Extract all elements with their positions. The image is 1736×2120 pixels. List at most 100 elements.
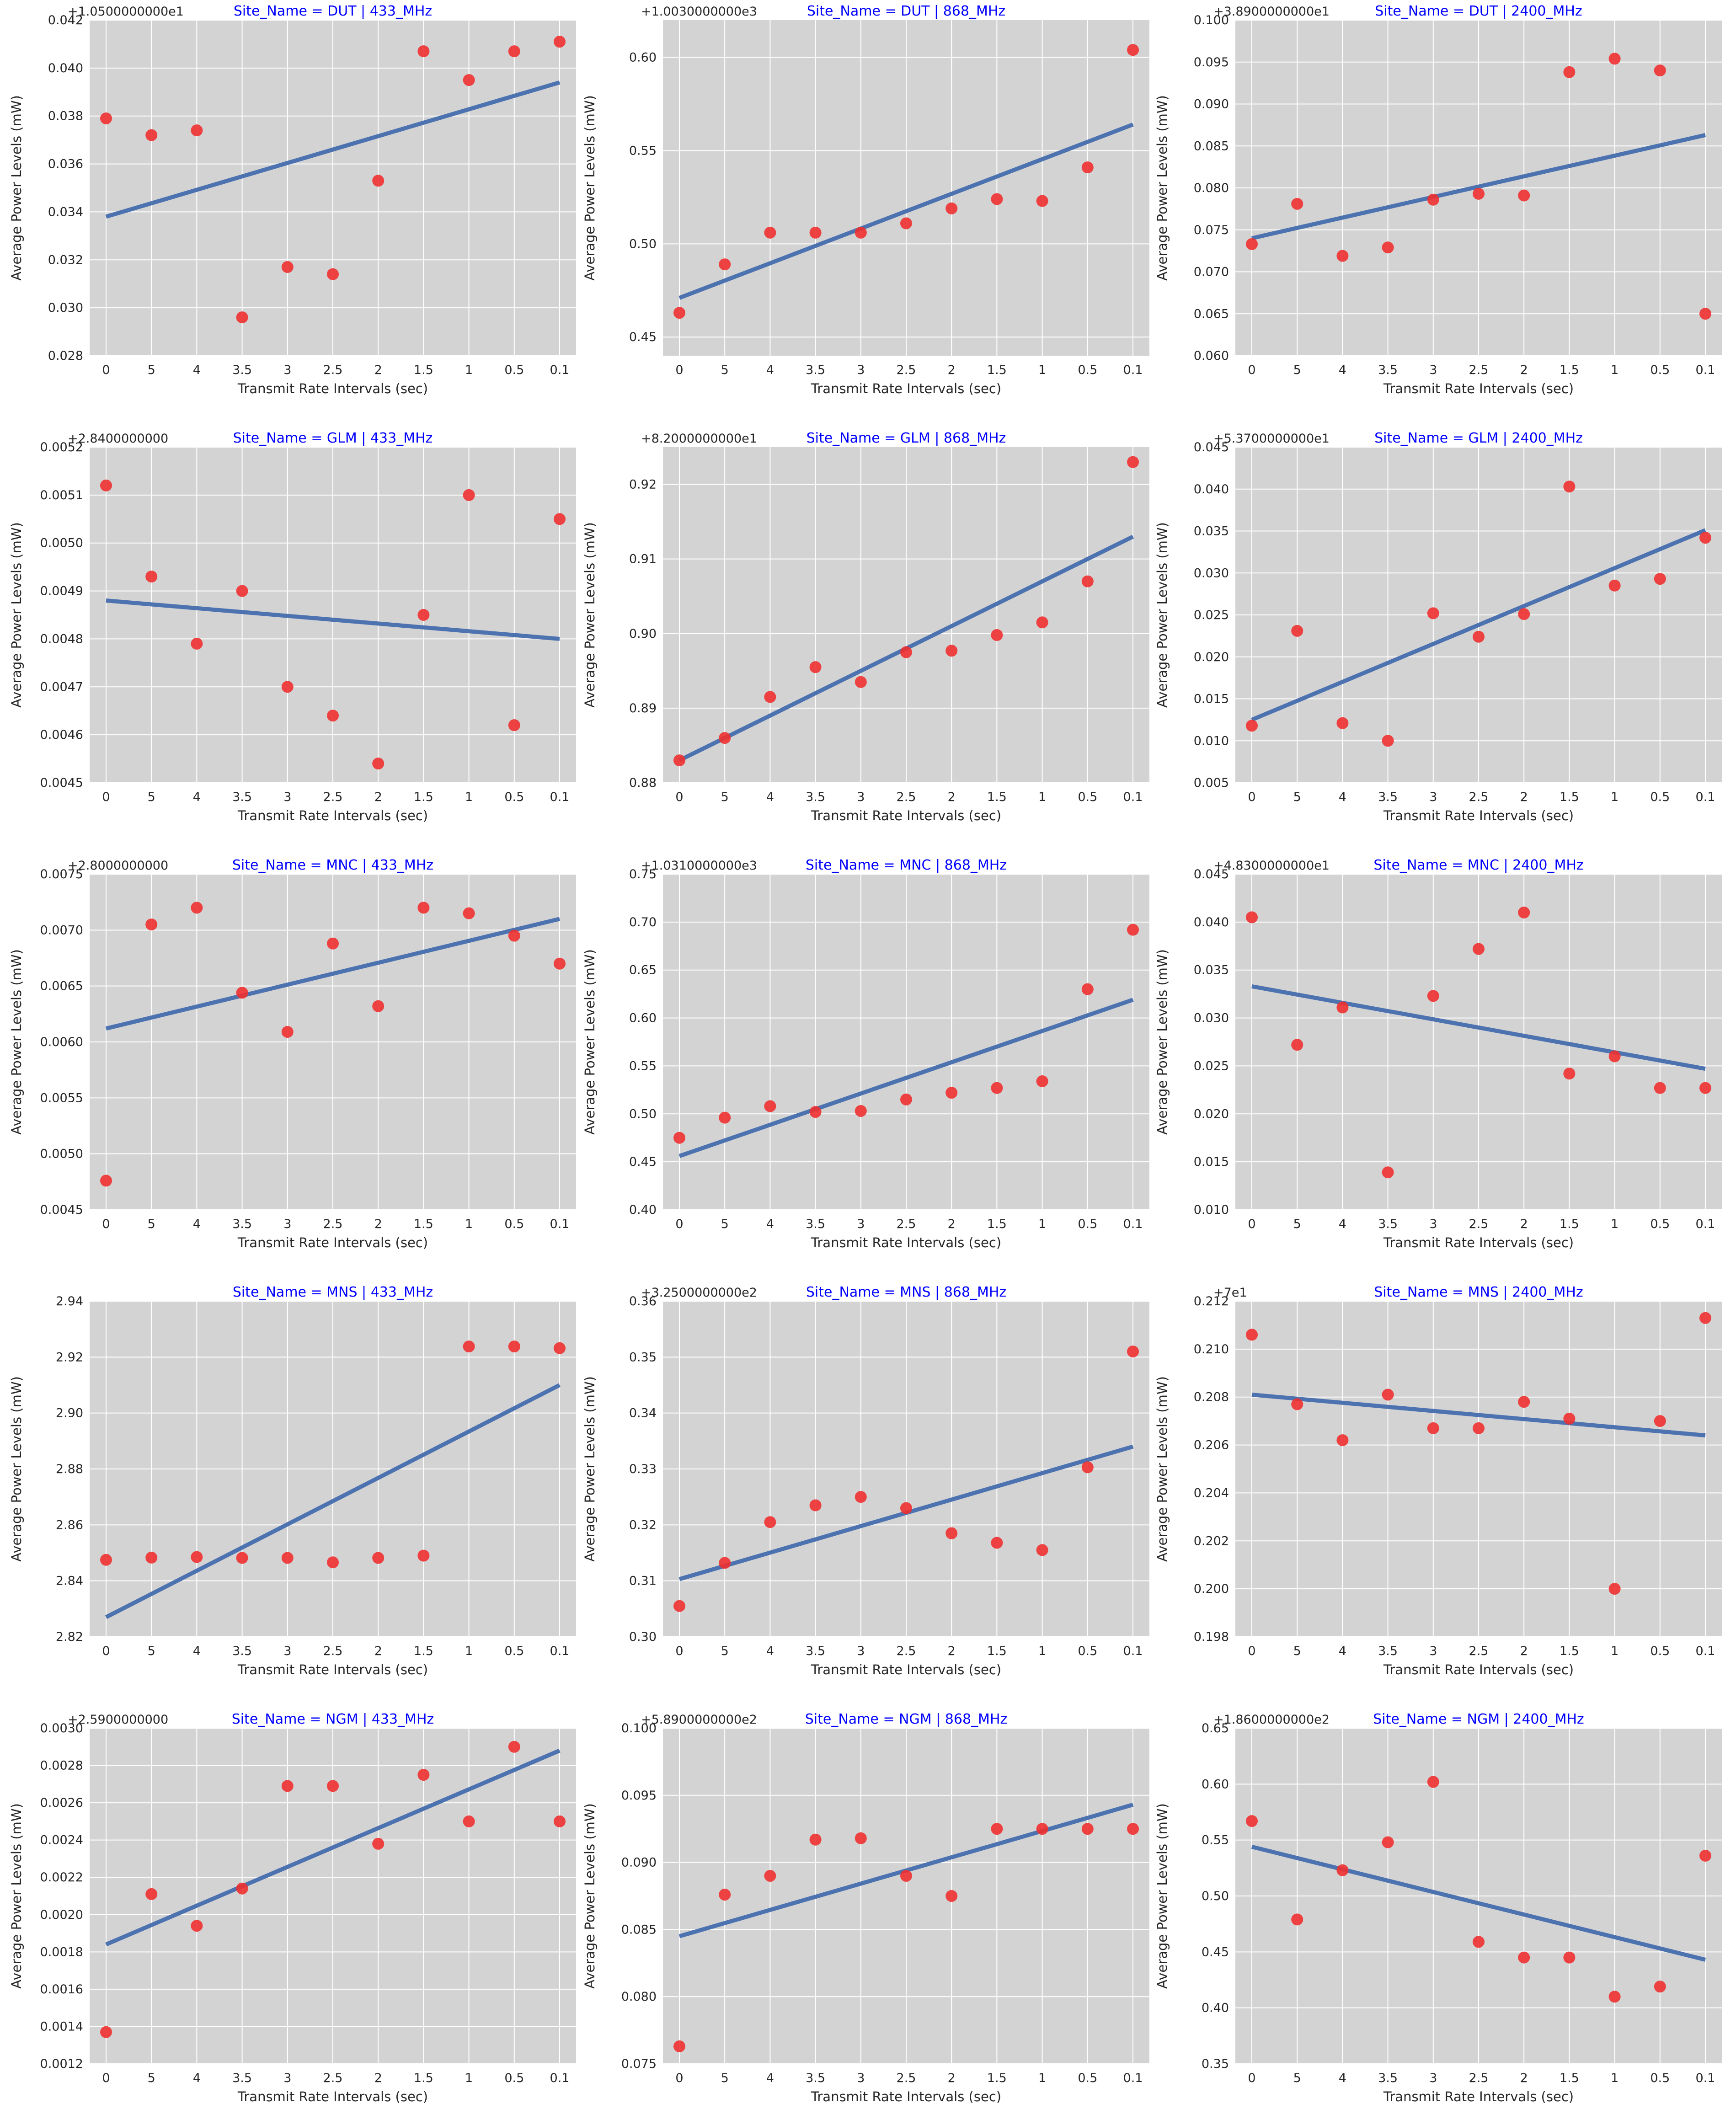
data-point: [673, 754, 685, 767]
x-tick-label: 5: [1293, 1217, 1301, 1231]
data-point: [1382, 1166, 1394, 1179]
y-tick-label: 0.0047: [40, 680, 83, 694]
data-point: [1036, 1544, 1048, 1556]
y-tick-label: 0.070: [1194, 265, 1229, 279]
data-point: [945, 1527, 958, 1539]
y-tick-label: 0.010: [1194, 734, 1229, 748]
x-axis-label: Transmit Rate Intervals (sec): [237, 1235, 428, 1250]
data-point: [1518, 906, 1530, 918]
x-tick-label: 4: [193, 1217, 201, 1231]
data-point: [100, 112, 112, 124]
data-point: [236, 1882, 248, 1895]
x-tick-label: 4: [766, 1644, 774, 1658]
x-tick-label: 1: [465, 363, 473, 377]
x-axis-label: Transmit Rate Intervals (sec): [811, 1235, 1001, 1250]
y-tick-label: 0.50: [1202, 1889, 1229, 1903]
x-tick-label: 5: [148, 1644, 155, 1658]
data-point: [372, 175, 385, 187]
x-tick-label: 1: [465, 1217, 473, 1231]
x-tick-label: 3: [283, 363, 291, 377]
x-tick-label: 4: [766, 790, 774, 804]
data-point: [1473, 187, 1485, 200]
y-offset-label: +1.0310000000e3: [641, 859, 757, 873]
x-tick-label: 1.5: [414, 1644, 433, 1658]
data-point: [1699, 532, 1711, 544]
subplot-title: Site_Name = NGM | 433_MHz: [232, 1711, 434, 1727]
y-tick-label: 0.025: [1194, 608, 1229, 622]
x-tick-label: 2.5: [323, 1644, 343, 1658]
data-point: [945, 1890, 958, 1902]
data-point: [463, 907, 475, 919]
y-tick-label: 0.030: [48, 301, 83, 315]
x-tick-label: 3: [283, 2071, 291, 2085]
x-axis-label: Transmit Rate Intervals (sec): [811, 381, 1001, 396]
data-point: [809, 1106, 822, 1118]
data-point: [1608, 53, 1621, 65]
subplot-11: 0.198 0.200 0.202 0.204 0.206 0.208 0.210 0.212…: [1154, 1284, 1722, 1677]
x-tick-label: 0: [102, 2071, 110, 2085]
data-point: [554, 957, 566, 970]
data-point: [1291, 198, 1303, 210]
x-tick-label: 2: [1520, 363, 1528, 377]
y-tick-label: 0.55: [629, 1059, 657, 1073]
y-axis-label: Average Power Levels (mW): [1154, 949, 1170, 1135]
y-offset-label: +4.8300000000e1: [1213, 859, 1330, 873]
x-tick-label: 0.1: [1696, 790, 1715, 804]
x-tick-label: 3.5: [1378, 2071, 1398, 2085]
y-tick-label: 0.60: [629, 51, 657, 65]
x-axis-label: Transmit Rate Intervals (sec): [237, 1662, 428, 1677]
y-tick-label: 0.55: [629, 144, 657, 158]
x-tick-label: 3: [857, 1217, 865, 1231]
x-tick-label: 1.5: [414, 790, 433, 804]
x-tick-label: 3: [857, 790, 865, 804]
y-tick-label: 0.0048: [40, 632, 83, 646]
y-tick-label: 0.090: [1194, 97, 1229, 112]
data-point: [945, 1087, 958, 1099]
x-tick-label: 0: [1248, 2071, 1255, 2085]
y-tick-label: 0.0045: [40, 1203, 83, 1217]
data-point: [1127, 924, 1139, 936]
subplot-12: 0.0012 0.0014 0.0016 0.0018 0.0020 0.0022 0.00…: [9, 1711, 576, 2104]
x-tick-label: 0.1: [550, 363, 570, 377]
x-tick-label: 0: [102, 363, 110, 377]
data-point: [1382, 735, 1394, 747]
y-offset-label: +1.0500000000e1: [68, 5, 184, 19]
y-tick-label: 0.89: [629, 701, 657, 716]
y-tick-label: 0.005: [1194, 776, 1229, 790]
data-point: [855, 1832, 867, 1844]
x-tick-label: 0.5: [504, 2071, 524, 2085]
y-tick-label: 0.015: [1194, 692, 1229, 706]
y-tick-label: 0.0075: [40, 867, 83, 881]
x-tick-label: 2: [1520, 790, 1528, 804]
x-tick-label: 0.1: [1123, 790, 1143, 804]
x-tick-label: 1: [465, 1644, 473, 1658]
y-tick-label: 0.198: [1194, 1630, 1229, 1644]
x-tick-label: 3.5: [232, 1644, 252, 1658]
data-point: [809, 226, 822, 239]
x-tick-label: 0: [675, 2071, 683, 2085]
data-point: [1473, 630, 1485, 643]
data-point: [1427, 1776, 1439, 1788]
x-tick-label: 2: [374, 2071, 382, 2085]
y-tick-label: 0.035: [1194, 524, 1229, 539]
x-tick-label: 0.5: [1650, 363, 1670, 377]
data-point: [327, 1780, 339, 1792]
fit-line: [1251, 133, 1706, 240]
data-point: [809, 1833, 822, 1846]
x-tick-label: 1.5: [414, 363, 433, 377]
x-tick-label: 0.5: [1078, 790, 1097, 804]
x-tick-label: 2: [948, 1217, 956, 1231]
y-offset-label: +2.8000000000: [68, 859, 168, 873]
data-point: [508, 929, 520, 942]
subplot-title: Site_Name = MNC | 868_MHz: [806, 857, 1007, 873]
x-tick-label: 0: [102, 1644, 110, 1658]
x-tick-label: 4: [193, 1644, 201, 1658]
data-point: [1382, 1836, 1394, 1848]
data-point: [191, 902, 203, 914]
x-tick-label: 3.5: [232, 2071, 252, 2085]
y-tick-label: 0.60: [1202, 1777, 1229, 1791]
y-tick-label: 0.35: [629, 1350, 657, 1364]
data-point: [463, 489, 475, 501]
data-point: [508, 45, 520, 58]
x-tick-label: 2.5: [1469, 1644, 1489, 1658]
